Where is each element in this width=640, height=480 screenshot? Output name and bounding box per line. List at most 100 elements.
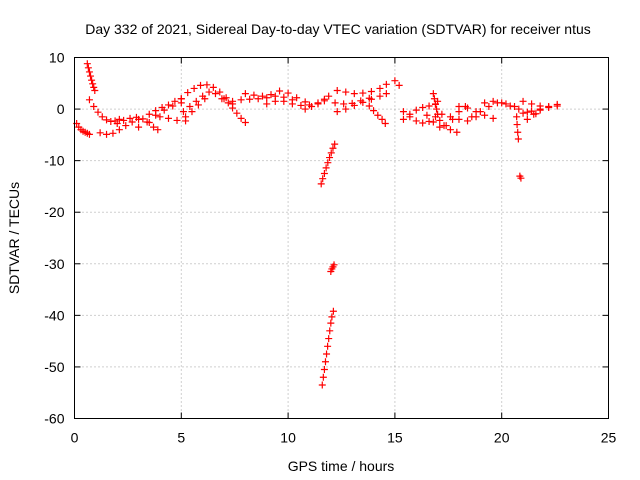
data-point: [348, 99, 356, 107]
data-point: [374, 111, 382, 119]
data-point: [326, 327, 334, 335]
data-point: [132, 113, 140, 121]
data-point: [327, 319, 335, 327]
data-point: [476, 108, 484, 116]
series-arc-ad: [455, 102, 497, 122]
data-point: [330, 261, 338, 269]
data-point: [109, 129, 117, 137]
data-point: [171, 97, 179, 105]
data-point: [250, 91, 258, 99]
data-point: [328, 313, 336, 321]
series-arc-q: [317, 140, 339, 188]
series-arc-k: [182, 95, 209, 121]
data-point: [177, 95, 185, 103]
data-point: [378, 115, 386, 123]
y-axis-label: SDTVAR / TECUs: [6, 182, 22, 294]
data-point: [87, 72, 95, 80]
data-point: [194, 101, 202, 109]
data-point: [391, 77, 399, 85]
data-point: [143, 118, 151, 126]
data-point: [399, 115, 407, 123]
series-arc-d: [96, 115, 143, 138]
data-point: [115, 115, 123, 123]
data-point: [276, 87, 284, 95]
data-point: [433, 105, 441, 113]
data-point: [514, 128, 522, 136]
series-arc-n: [241, 87, 309, 106]
data-point: [320, 366, 328, 374]
data-point: [254, 95, 262, 103]
data-point: [553, 102, 561, 110]
data-point: [83, 60, 91, 68]
data-point: [446, 126, 454, 134]
data-point: [205, 88, 213, 96]
data-point: [523, 115, 531, 123]
series-arc-u: [333, 90, 390, 116]
data-point: [429, 118, 437, 126]
data-point: [85, 96, 93, 104]
data-point: [122, 122, 130, 130]
data-point: [237, 114, 245, 122]
data-point: [545, 104, 553, 112]
data-point: [103, 116, 111, 124]
data-point: [192, 97, 200, 105]
x-tick-label: 20: [494, 430, 510, 446]
data-point: [506, 102, 514, 110]
data-point: [220, 95, 228, 103]
data-point: [429, 90, 437, 98]
data-point: [325, 335, 333, 343]
data-point: [258, 92, 266, 100]
data-point: [115, 126, 123, 134]
y-tick-label: -20: [44, 204, 64, 220]
series-arc-x: [391, 77, 403, 89]
x-tick-label: 25: [601, 430, 617, 446]
data-point: [412, 117, 420, 125]
data-point: [224, 99, 232, 107]
data-point: [128, 118, 136, 126]
data-point: [327, 149, 335, 157]
data-point: [308, 102, 316, 110]
x-tick-label: 0: [71, 430, 79, 446]
data-point: [319, 175, 327, 183]
data-point: [323, 350, 331, 358]
data-point: [329, 307, 337, 315]
data-point: [152, 107, 160, 115]
data-point: [515, 105, 523, 113]
data-point: [85, 130, 93, 138]
data-point: [88, 76, 96, 84]
data-point: [90, 102, 98, 110]
data-point: [513, 113, 521, 121]
data-point: [519, 97, 527, 105]
data-point: [329, 144, 337, 152]
data-point: [453, 128, 461, 136]
data-point: [431, 100, 439, 108]
data-point: [267, 91, 275, 99]
data-point: [284, 89, 292, 97]
x-axis-label: GPS time / hours: [288, 458, 395, 474]
series-arc-b: [83, 60, 99, 95]
x-tick-label: 10: [280, 430, 296, 446]
data-point: [325, 92, 333, 100]
data-point: [94, 108, 102, 116]
data-point: [156, 113, 164, 121]
data-point: [455, 115, 463, 123]
data-point: [485, 102, 493, 110]
plot-frame: [74, 57, 609, 419]
data-point: [241, 118, 249, 126]
data-point: [301, 98, 309, 106]
y-tick-label: -40: [44, 307, 64, 323]
data-point: [188, 108, 196, 116]
data-point: [324, 342, 332, 350]
data-point: [489, 114, 497, 122]
data-point: [359, 89, 367, 97]
data-point: [481, 111, 489, 119]
data-point: [263, 100, 271, 108]
data-point: [318, 381, 326, 389]
data-point: [85, 68, 93, 76]
x-tick-label: 15: [387, 430, 403, 446]
data-point: [530, 110, 538, 118]
data-point: [365, 94, 373, 102]
data-point: [528, 100, 536, 108]
data-point: [321, 358, 329, 366]
